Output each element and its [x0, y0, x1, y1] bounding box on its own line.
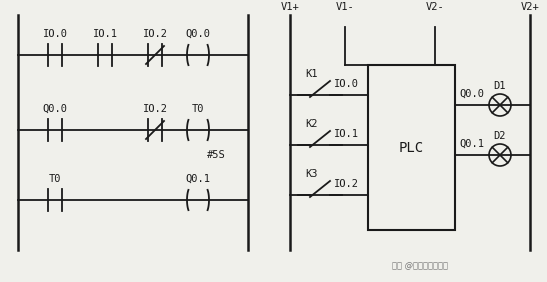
Text: IO.1: IO.1: [92, 29, 118, 39]
Text: IO.0: IO.0: [334, 79, 358, 89]
Text: IO.2: IO.2: [143, 29, 167, 39]
Text: Q0.0: Q0.0: [43, 104, 67, 114]
Text: Q0.0: Q0.0: [459, 89, 484, 99]
Text: K2: K2: [306, 119, 318, 129]
Text: V1-: V1-: [336, 2, 354, 12]
Text: V2+: V2+: [521, 2, 539, 12]
Text: IO.2: IO.2: [143, 104, 167, 114]
Text: IO.2: IO.2: [334, 179, 358, 189]
Text: T0: T0: [49, 174, 61, 184]
Text: 头条 @电气自动化应用: 头条 @电气自动化应用: [392, 261, 448, 270]
Text: PLC: PLC: [399, 140, 424, 155]
Text: Q0.0: Q0.0: [185, 29, 211, 39]
Text: V1+: V1+: [281, 2, 299, 12]
Text: D1: D1: [494, 81, 507, 91]
Bar: [368, 65, 455, 230]
Text: Q0.1: Q0.1: [459, 139, 484, 149]
Text: D2: D2: [494, 131, 507, 141]
Text: V2-: V2-: [426, 2, 444, 12]
Text: IO.0: IO.0: [43, 29, 67, 39]
Text: K1: K1: [306, 69, 318, 79]
Text: #5S: #5S: [207, 150, 225, 160]
Text: K3: K3: [306, 169, 318, 179]
Text: IO.1: IO.1: [334, 129, 358, 139]
Text: T0: T0: [192, 104, 204, 114]
Text: Q0.1: Q0.1: [185, 174, 211, 184]
